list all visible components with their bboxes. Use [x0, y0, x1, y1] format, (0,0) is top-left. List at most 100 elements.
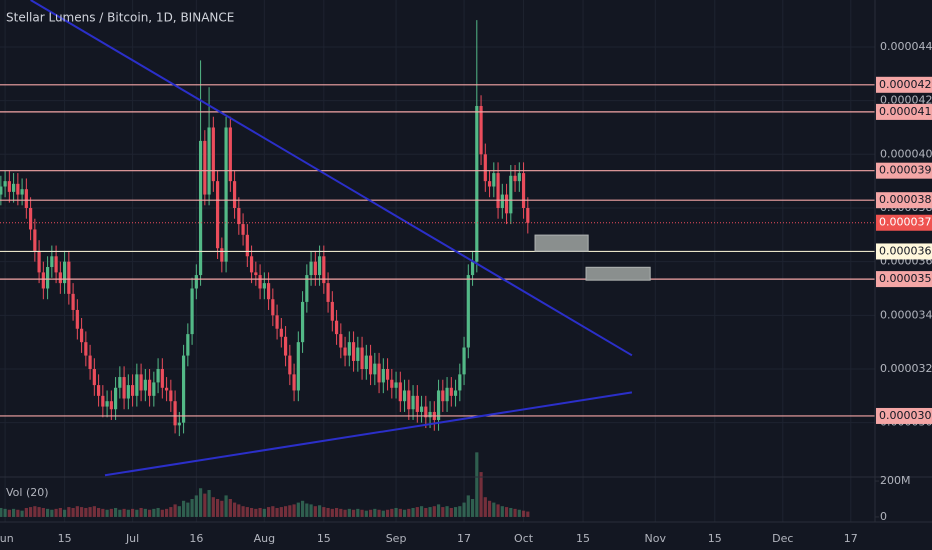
candle-body: [33, 229, 37, 251]
candle-body: [186, 334, 190, 356]
level-label-bg: [876, 162, 932, 179]
candle-body: [390, 379, 394, 388]
candle-body: [258, 275, 262, 289]
x-tick-label: Aug: [254, 532, 275, 545]
candle-body: [241, 224, 245, 235]
volume-bar: [262, 508, 266, 517]
volume-bar: [224, 495, 228, 517]
candle-body: [496, 173, 500, 208]
candle-body: [211, 127, 215, 182]
volume-bar: [24, 507, 28, 517]
volume-bar: [92, 506, 96, 517]
volume-bar: [407, 508, 411, 517]
chart-title: Stellar Lumens / Bitcoin, 1D, BINANCE: [6, 11, 234, 25]
volume-bar: [181, 500, 186, 517]
candle-body: [160, 368, 164, 388]
volume-bar: [317, 505, 322, 517]
volume-bar: [130, 508, 135, 517]
candle-body: [343, 347, 347, 356]
candle-body: [513, 175, 517, 182]
candle-body: [28, 207, 33, 230]
candle-body: [330, 301, 334, 321]
candle-body: [453, 390, 458, 396]
x-tick-label: Dec: [772, 532, 793, 545]
candle-body: [411, 395, 415, 410]
level-label: 0.00004259: [879, 78, 932, 91]
volume-bar: [152, 508, 156, 517]
axes: Jun 15 Jul 16 Aug 15 Sep 17 Oct 15 Nov 15 Dec 17 0.000…: [0, 40, 932, 545]
candle-body: [283, 336, 288, 356]
candle-body: [181, 355, 186, 423]
volume-bar: [470, 499, 475, 517]
candle-body: [152, 382, 156, 396]
volume-bar: [186, 502, 190, 517]
candle-body: [266, 283, 271, 300]
volume-bar: [79, 507, 84, 517]
candle-body: [54, 256, 58, 273]
candle-body: [292, 374, 296, 391]
y-tick-label: 0.00003400: [880, 308, 932, 321]
volume-bar: [258, 507, 262, 517]
volume-bar: [20, 510, 24, 517]
candle-body: [322, 256, 326, 284]
volume-bar: [283, 506, 288, 517]
candle-body: [109, 401, 113, 410]
candle-body: [262, 283, 266, 289]
candle-body: [62, 261, 67, 284]
candle-body: [517, 173, 521, 182]
candle-body: [190, 288, 194, 335]
candle-body: [334, 320, 339, 335]
volume-bar: [173, 504, 177, 517]
candle-body: [0, 186, 3, 195]
volume-bar: [347, 508, 351, 517]
candle-body: [377, 363, 381, 383]
volume-bar: [16, 509, 20, 517]
candle-body: [79, 328, 84, 343]
volume-bar: [84, 507, 88, 517]
volume-bar: [381, 510, 385, 517]
volume-bar: [462, 502, 466, 517]
volume-bar: [232, 502, 237, 517]
volume-bar: [402, 509, 407, 517]
candle-body: [441, 390, 445, 402]
candle-body: [254, 272, 258, 276]
volume-bar: [271, 506, 275, 517]
candle-body: [271, 299, 275, 316]
volume-bar: [190, 499, 194, 517]
volume-bar: [58, 507, 62, 517]
volume-bar: [492, 502, 496, 517]
x-tick-label: Nov: [645, 532, 667, 545]
volume-bar: [326, 507, 330, 517]
plot: [0, 0, 875, 517]
volume-bar: [475, 452, 479, 517]
candle-body: [364, 355, 368, 369]
volume-bar: [33, 506, 37, 517]
y-tick-label: 0.00004400: [880, 40, 932, 53]
volume-bar: [432, 506, 436, 517]
level-label: 0.00003025: [879, 409, 932, 422]
candle-body: [194, 275, 198, 289]
y-tick-label: 0.00003200: [880, 362, 932, 375]
candle-body: [232, 181, 237, 208]
candle-body: [135, 374, 139, 396]
volume-bar: [360, 509, 364, 517]
volume-bar: [228, 499, 232, 517]
x-tick-label: 17: [844, 532, 858, 545]
candle-body: [504, 194, 509, 214]
volume-bar: [122, 508, 126, 517]
level-label: 0.00003535: [879, 272, 932, 285]
volume-bar: [147, 509, 152, 517]
candle-body: [475, 106, 479, 262]
volume-bar: [449, 507, 453, 517]
candle-body: [118, 377, 122, 388]
volume-bar: [203, 493, 207, 517]
candle-body: [449, 387, 453, 396]
volume-bar: [101, 508, 105, 517]
volume-bar: [351, 509, 356, 517]
volume-bar: [479, 472, 483, 517]
volume-bar: [109, 508, 113, 517]
volume-bar: [54, 508, 58, 517]
candle-body: [373, 363, 377, 375]
volume-bar: [96, 507, 101, 517]
volume-bar: [330, 508, 334, 517]
